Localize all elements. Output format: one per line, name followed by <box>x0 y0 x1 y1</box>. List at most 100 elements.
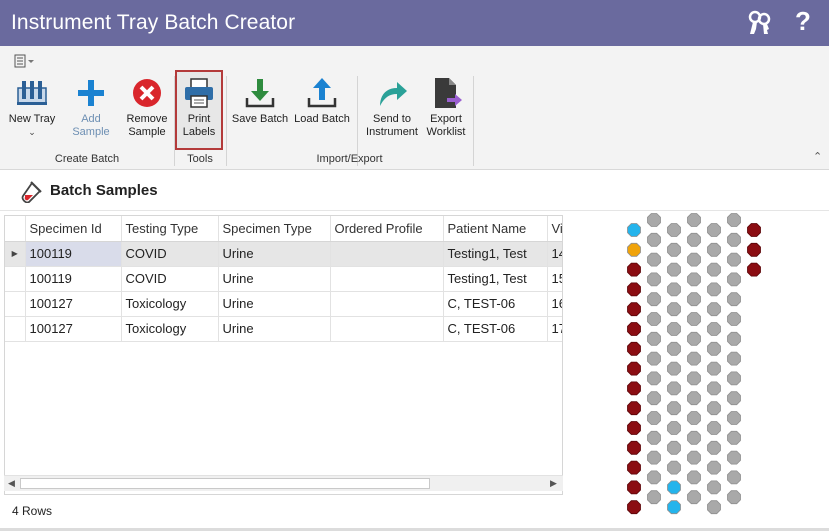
tray-well-empty[interactable] <box>707 440 721 455</box>
column-header-ordered-profile[interactable]: Ordered Profile <box>330 216 444 242</box>
tray-well-empty[interactable] <box>707 460 721 475</box>
column-header-patient-name[interactable]: Patient Name <box>443 216 548 242</box>
tray-well-empty[interactable] <box>727 292 741 307</box>
cell-vi[interactable]: 16 <box>547 291 562 317</box>
scrollbar-thumb[interactable] <box>20 478 430 489</box>
tray-well-empty[interactable] <box>647 411 661 425</box>
tray-well-empty[interactable] <box>667 322 681 336</box>
tray-well-blue[interactable] <box>667 500 681 515</box>
cell-testing-type[interactable]: COVID <box>121 266 219 292</box>
tray-well-empty[interactable] <box>667 341 681 356</box>
tray-well-empty[interactable] <box>727 450 741 465</box>
tray-well-filled[interactable] <box>627 401 641 416</box>
tray-well-empty[interactable] <box>687 371 701 386</box>
tray-well-empty[interactable] <box>667 440 681 455</box>
horizontal-scrollbar[interactable]: ◀ ▶ <box>4 475 563 491</box>
tray-well-empty[interactable] <box>687 490 701 505</box>
tray-well-empty[interactable] <box>687 272 701 287</box>
tray-well-empty[interactable] <box>667 460 681 475</box>
tray-well-filled[interactable] <box>627 480 641 495</box>
tray-well-empty[interactable] <box>727 411 741 425</box>
tray-well-filled[interactable] <box>627 381 641 396</box>
collapse-ribbon-icon[interactable]: ⌃ <box>813 151 823 163</box>
table-row[interactable]: 100127 Toxicology Urine C, TEST-06 17 <box>5 316 562 342</box>
tray-well-orange[interactable] <box>627 242 641 257</box>
tray-well-filled[interactable] <box>627 440 641 455</box>
tray-well-empty[interactable] <box>687 450 701 465</box>
tray-well-empty[interactable] <box>647 312 661 326</box>
chevron-down-icon[interactable]: ⌄ <box>28 127 36 137</box>
tray-well-empty[interactable] <box>707 262 721 277</box>
add-sample-button[interactable]: Add Sample <box>62 76 120 139</box>
column-header-specimen-type[interactable]: Specimen Type <box>218 216 331 242</box>
tray-well-empty[interactable] <box>727 232 741 247</box>
tray-well-empty[interactable] <box>667 381 681 396</box>
tray-well-empty[interactable] <box>647 252 661 267</box>
column-header-testing-type[interactable]: Testing Type <box>121 216 219 242</box>
tray-well-filled[interactable] <box>627 421 641 435</box>
save-batch-button[interactable]: Save Batch <box>231 76 289 126</box>
tray-well-empty[interactable] <box>647 213 661 227</box>
cell-ordered-profile[interactable] <box>330 291 444 317</box>
tray-well-empty[interactable] <box>687 252 701 267</box>
tray-well-filled[interactable] <box>627 282 641 297</box>
tray-well-empty[interactable] <box>707 322 721 336</box>
cell-patient-name[interactable]: C, TEST-06 <box>443 291 548 317</box>
tray-well-empty[interactable] <box>707 401 721 416</box>
cell-vi[interactable]: 14 <box>547 241 562 267</box>
tray-well-filled[interactable] <box>627 500 641 515</box>
tray-well-empty[interactable] <box>667 282 681 297</box>
load-batch-button[interactable]: Load Batch <box>293 76 351 126</box>
tray-well-empty[interactable] <box>667 361 681 376</box>
tray-well-filled[interactable] <box>747 223 761 237</box>
cell-testing-type[interactable]: Toxicology <box>121 291 219 317</box>
column-header-specimen-id[interactable]: Specimen Id <box>25 216 122 242</box>
cell-patient-name[interactable]: Testing1, Test <box>443 266 548 292</box>
cell-specimen-type[interactable]: Urine <box>218 291 331 317</box>
tray-well-empty[interactable] <box>727 252 741 267</box>
tray-well-empty[interactable] <box>667 302 681 317</box>
keys-icon[interactable] <box>746 9 774 37</box>
column-header-vi[interactable]: Vi <box>547 216 562 242</box>
tray-well-empty[interactable] <box>687 351 701 366</box>
tray-well-empty[interactable] <box>647 450 661 465</box>
tray-well-blue[interactable] <box>627 223 641 237</box>
tray-well-empty[interactable] <box>687 331 701 346</box>
tray-well-filled[interactable] <box>627 302 641 317</box>
tray-well-empty[interactable] <box>727 312 741 326</box>
tray-well-empty[interactable] <box>647 331 661 346</box>
tray-well-empty[interactable] <box>687 430 701 445</box>
tray-well-empty[interactable] <box>707 302 721 317</box>
tray-well-empty[interactable] <box>647 391 661 406</box>
cell-ordered-profile[interactable] <box>330 316 444 342</box>
tray-well-empty[interactable] <box>647 272 661 287</box>
tray-well-empty[interactable] <box>727 470 741 485</box>
tray-well-empty[interactable] <box>707 361 721 376</box>
tray-well-empty[interactable] <box>687 411 701 425</box>
tray-well-empty[interactable] <box>727 331 741 346</box>
tray-well-empty[interactable] <box>687 470 701 485</box>
cell-testing-type[interactable]: COVID <box>121 241 219 267</box>
tray-well-empty[interactable] <box>707 242 721 257</box>
tray-well-empty[interactable] <box>707 421 721 435</box>
cell-vi[interactable]: 15 <box>547 266 562 292</box>
tray-well-empty[interactable] <box>647 232 661 247</box>
tray-well-empty[interactable] <box>727 272 741 287</box>
tray-well-empty[interactable] <box>727 430 741 445</box>
tray-well-empty[interactable] <box>727 490 741 505</box>
tray-well-empty[interactable] <box>727 371 741 386</box>
tray-well-empty[interactable] <box>707 282 721 297</box>
tray-well-empty[interactable] <box>647 292 661 307</box>
table-row[interactable]: ▶ 100119 COVID Urine Testing1, Test 14 <box>5 241 562 267</box>
tray-well-empty[interactable] <box>667 223 681 237</box>
tray-well-empty[interactable] <box>707 480 721 495</box>
tray-well-empty[interactable] <box>647 371 661 386</box>
export-worklist-button[interactable]: Export Worklist <box>424 76 468 139</box>
tray-well-filled[interactable] <box>627 322 641 336</box>
scroll-right-icon[interactable]: ▶ <box>550 478 557 488</box>
cell-specimen-type[interactable]: Urine <box>218 316 331 342</box>
send-to-instrument-button[interactable]: Send to Instrument <box>362 76 422 139</box>
scroll-left-icon[interactable]: ◀ <box>8 478 15 488</box>
remove-sample-button[interactable]: Remove Sample <box>124 76 170 139</box>
tray-well-empty[interactable] <box>667 262 681 277</box>
